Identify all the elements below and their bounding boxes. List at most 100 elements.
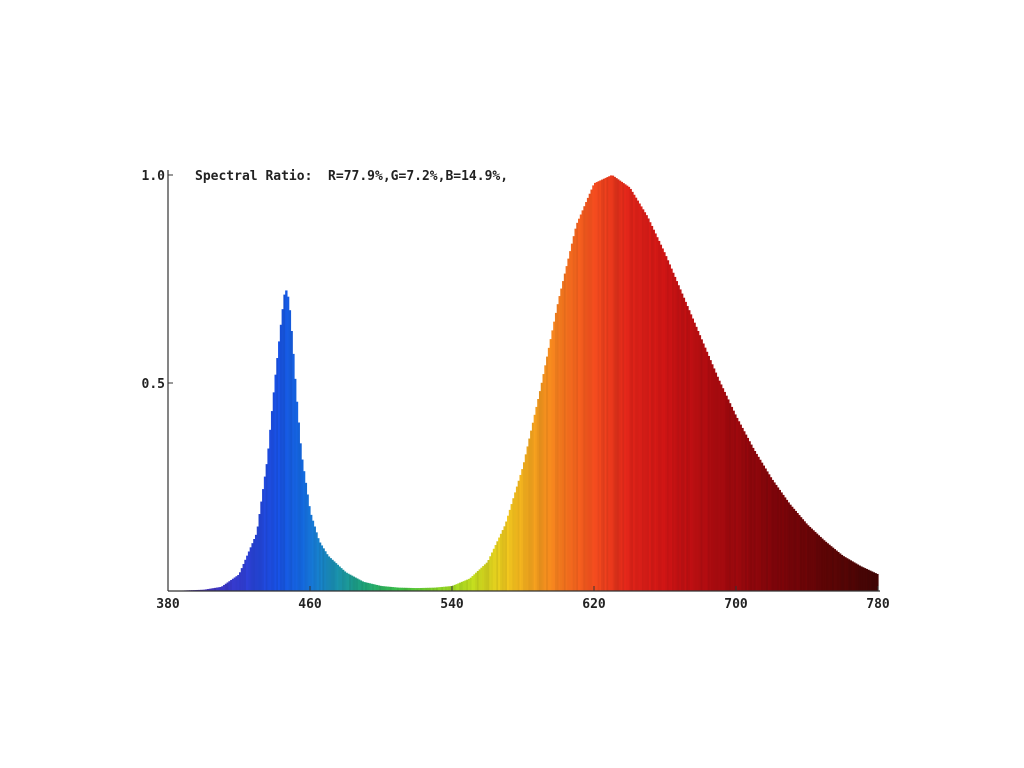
spectrum-bar <box>530 430 533 591</box>
spectrum-area <box>182 175 879 592</box>
spectrum-bar <box>718 380 721 591</box>
spectrum-bar <box>487 560 490 591</box>
spectrum-bar <box>439 587 442 591</box>
spectrum-bar <box>459 582 462 591</box>
spectrum-bar <box>512 498 515 591</box>
spectrum-bar <box>636 200 639 591</box>
spectrum-bar <box>262 489 265 591</box>
spectrum-bar <box>833 549 836 591</box>
spectrum-bar <box>432 587 435 591</box>
spectrum-bar <box>858 565 861 591</box>
spectrum-bar <box>492 548 496 591</box>
spectrum-bar <box>663 252 666 592</box>
spectrum-bar <box>208 588 212 591</box>
spectrum-bar <box>508 509 512 591</box>
spectrum-bar <box>870 571 874 591</box>
spectrum-bar <box>691 318 694 591</box>
spectrum-bar <box>427 587 430 591</box>
spectrum-bar <box>652 229 655 591</box>
spectrum-bar <box>396 587 400 591</box>
spectrum-bar <box>615 178 618 591</box>
spectrum-bar <box>835 550 838 591</box>
spectrum-bar <box>617 179 620 591</box>
spectrum-bar <box>595 182 599 591</box>
spectrum-bar <box>501 530 505 591</box>
spectrum-bar <box>345 572 348 591</box>
spectrum-bar <box>553 321 556 591</box>
spectrum-bar <box>668 264 671 591</box>
spectrum-bar <box>283 294 286 591</box>
spectrum-bar <box>281 309 284 591</box>
spectrum-bar <box>631 191 634 591</box>
spectrum-bar <box>638 203 641 591</box>
spectrum-bar <box>558 296 561 591</box>
spectrum-bar <box>672 272 675 591</box>
spectrum-bar <box>301 459 304 591</box>
spectrum-bar <box>723 391 726 591</box>
y-tick-group: 0.5 1.0 <box>142 169 173 392</box>
spectrum-bar <box>292 353 295 591</box>
spectrum-bar <box>270 411 274 591</box>
spectrum-bar <box>228 581 231 591</box>
chart-title: Spectral Ratio: R=77.9%,G=7.2%,B=14.9%, <box>195 169 508 184</box>
spectrum-bar <box>322 548 325 591</box>
spectrum-bar <box>762 465 765 591</box>
spectrum-bar <box>215 587 219 591</box>
spectrum-bar <box>682 297 686 591</box>
spectrum-bar <box>354 577 357 591</box>
spectrum-bar <box>583 206 586 591</box>
spectrum-bar <box>714 372 718 591</box>
spectrum-bar <box>791 506 794 591</box>
spectrum-bar <box>643 212 647 592</box>
spectrum-bar <box>782 494 785 591</box>
spectrum-bar <box>253 539 256 591</box>
spectrum-bar <box>711 364 714 591</box>
spectrum-bar <box>340 568 343 591</box>
spectrum-bar <box>205 589 208 591</box>
spectrum-bar <box>677 285 680 591</box>
spectrum-bar <box>295 401 299 591</box>
spectrum-bar <box>475 572 478 591</box>
spectrum-bar <box>707 355 710 591</box>
spectrum-bar <box>263 476 267 591</box>
spectrum-bar <box>860 566 863 591</box>
spectrum-bar <box>402 587 405 591</box>
spectrum-bar <box>599 180 602 591</box>
spectrum-bar <box>242 563 245 591</box>
spectrum-bar <box>654 233 657 591</box>
spectrum-bar <box>363 582 366 591</box>
spectrum-bar <box>201 589 205 591</box>
spectrum-bar <box>430 587 434 591</box>
spectrum-bar <box>412 588 416 591</box>
spectrum-bar <box>466 579 469 591</box>
spectrum-bar <box>560 288 563 591</box>
spectrum-bar <box>750 444 753 591</box>
spectrum-bar <box>759 459 762 591</box>
spectrum-bar <box>613 176 616 591</box>
spectrum-bar <box>517 480 521 591</box>
spectrum-bar <box>382 586 386 591</box>
spectrum-bar <box>840 554 844 591</box>
spectrum-bar <box>544 365 547 591</box>
spectrum-bar <box>450 586 453 591</box>
spectrum-bar <box>407 587 410 591</box>
spectrum-bar <box>817 535 821 591</box>
spectrum-bar <box>863 568 867 591</box>
spectrum-bar <box>279 324 283 591</box>
spectrum-bar <box>514 492 517 591</box>
spectrum-bar <box>702 343 705 591</box>
spectrum-bar <box>286 296 290 591</box>
spectrum-bar <box>601 179 604 591</box>
spectrum-bar <box>361 581 364 591</box>
spectrum-bar <box>523 462 526 591</box>
spectrum-bar <box>318 542 322 591</box>
spectrum-bar <box>265 464 268 591</box>
spectrum-bar <box>618 180 622 591</box>
spectrum-bar <box>308 506 311 591</box>
y-tick-label: 1.0 <box>142 169 166 184</box>
spectrum-bar <box>462 581 466 591</box>
spectrum-bar <box>622 183 625 592</box>
spectrum-bar <box>239 572 242 591</box>
spectrum-bar <box>448 586 451 591</box>
spectrum-bar <box>480 567 483 591</box>
